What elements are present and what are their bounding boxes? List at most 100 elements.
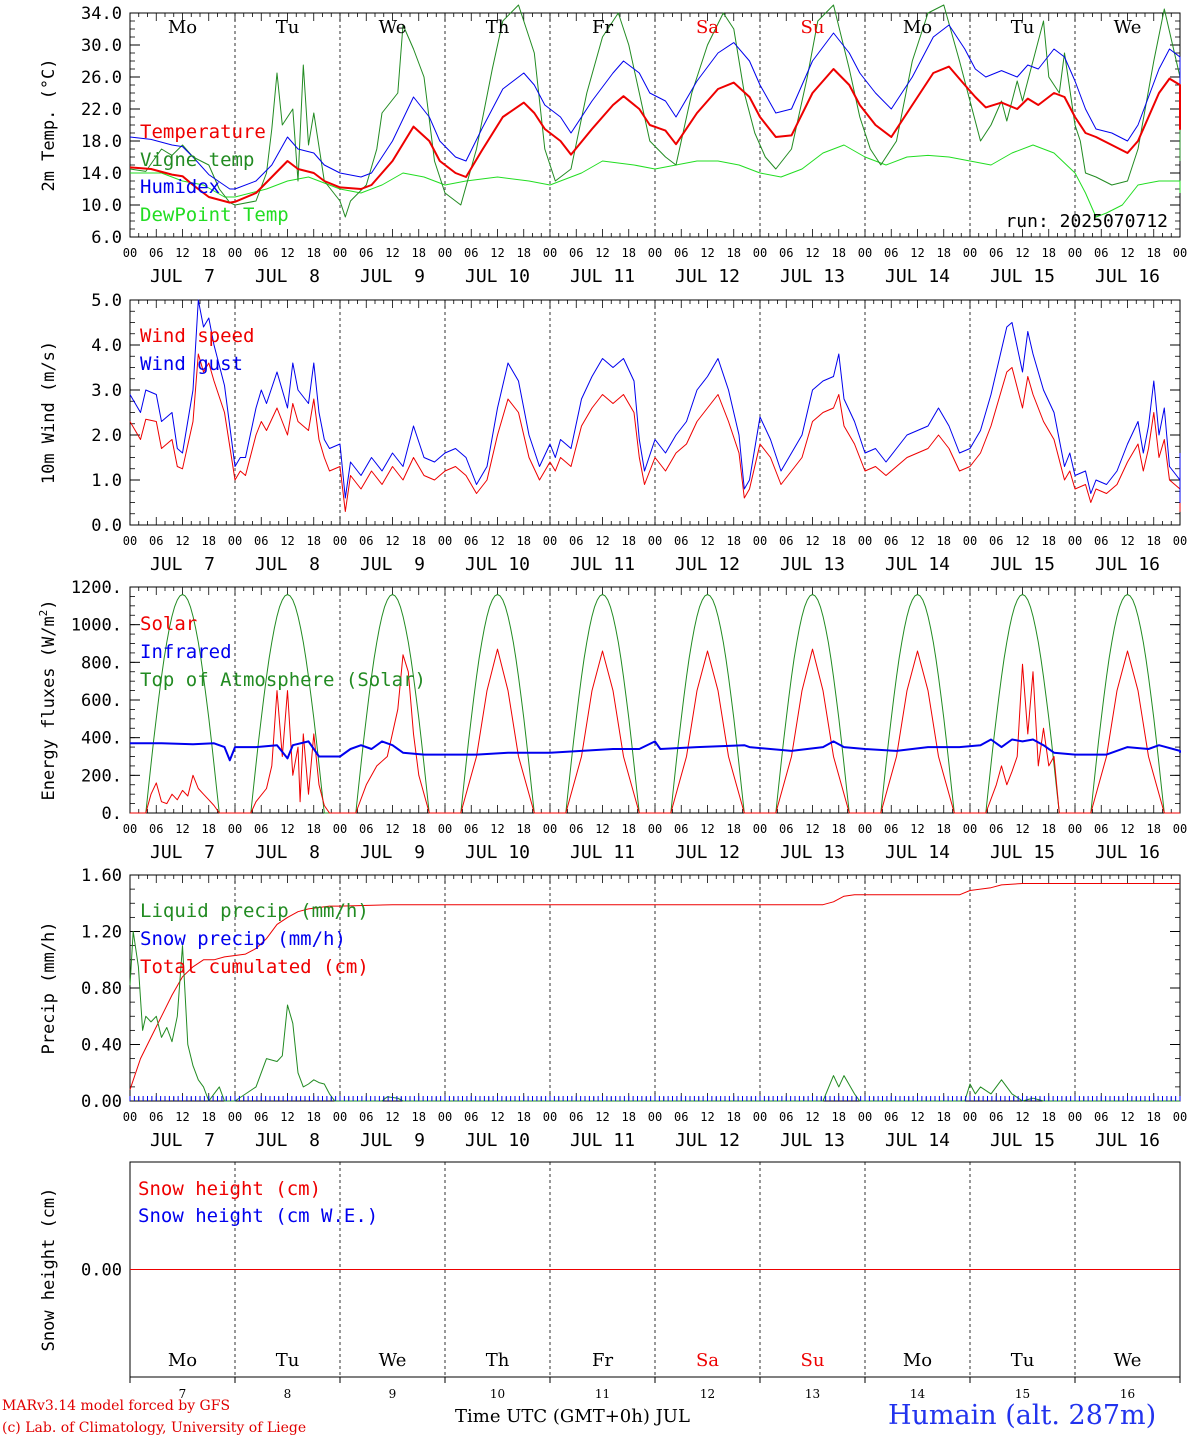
x-hour-label: 18 xyxy=(517,1110,531,1124)
x-hour-label: 00 xyxy=(753,534,767,548)
x-hour-label: 12 xyxy=(805,534,819,548)
x-hour-label: 06 xyxy=(149,1110,163,1124)
x-hour-label: 00 xyxy=(333,246,347,260)
x-hour-label: 00 xyxy=(438,822,452,836)
y-tick-label: 6.0 xyxy=(91,228,122,248)
x-date-label: JUL 12 xyxy=(675,554,740,575)
x-hour-label: 18 xyxy=(202,1110,216,1124)
y-axis-label: 2m Temp. (°C) xyxy=(39,58,59,191)
x-hour-label: 12 xyxy=(805,1110,819,1124)
x-hour-label: 18 xyxy=(1147,822,1161,836)
x-hour-label: 18 xyxy=(832,1110,846,1124)
x-date-label: JUL 16 xyxy=(1095,842,1160,863)
x-hour-label: 06 xyxy=(989,246,1003,260)
x-hour-label: 06 xyxy=(1094,246,1108,260)
x-hour-label: 00 xyxy=(333,1110,347,1124)
x-hour-label: 12 xyxy=(385,822,399,836)
x-hour-label: 18 xyxy=(727,822,741,836)
x-hour-label: 18 xyxy=(202,246,216,260)
x-date-label: JUL 12 xyxy=(675,1130,740,1151)
legend-entry: Wind speed xyxy=(140,325,254,347)
x-hour-label: 12 xyxy=(280,246,294,260)
series-line xyxy=(129,24,1181,190)
x-hour-label: 06 xyxy=(1094,1110,1108,1124)
x-hour-label: 18 xyxy=(727,246,741,260)
x-hour-label: 18 xyxy=(307,534,321,548)
x-hour-label: 18 xyxy=(202,534,216,548)
x-hour-label: 00 xyxy=(333,534,347,548)
weekday-label-top: Mo xyxy=(168,17,197,38)
snow-precip-ticks xyxy=(129,1096,1181,1101)
x-date-label: JUL 8 xyxy=(255,1130,320,1151)
x-hour-label: 12 xyxy=(280,534,294,548)
x-hour-label: 06 xyxy=(569,534,583,548)
x-date-label: JUL 16 xyxy=(1095,266,1160,287)
y-tick-label: 10.0 xyxy=(81,196,122,216)
x-hour-label: 12 xyxy=(175,534,189,548)
x-hour-label: 12 xyxy=(595,534,609,548)
x-hour-label: 06 xyxy=(464,534,478,548)
x-hour-label: 12 xyxy=(1120,246,1134,260)
x-day-number: 7 xyxy=(179,1387,187,1401)
x-hour-label: 06 xyxy=(359,246,373,260)
y-tick-label: 0.00 xyxy=(81,1092,122,1112)
weekday-label-top: Fr xyxy=(592,17,613,38)
x-date-label: JUL 11 xyxy=(570,1130,635,1151)
x-date-label: JUL 13 xyxy=(780,1130,845,1151)
y-tick-label: 0.0 xyxy=(91,516,122,536)
y-tick-label: 0.00 xyxy=(81,1261,122,1281)
x-hour-label: 18 xyxy=(832,822,846,836)
credit-model: MARv3.14 model forced by GFS xyxy=(2,1398,231,1414)
x-hour-label: 00 xyxy=(543,1110,557,1124)
x-hour-label: 00 xyxy=(648,1110,662,1124)
x-hour-label: 06 xyxy=(254,822,268,836)
x-hour-label: 18 xyxy=(517,822,531,836)
x-hour-label: 18 xyxy=(832,246,846,260)
station-name: Humain (alt. 287m) xyxy=(888,1400,1157,1431)
x-date-label: JUL 15 xyxy=(990,1130,1055,1151)
y-axis-label: Snow height (cm) xyxy=(39,1188,59,1352)
x-hour-label: 12 xyxy=(385,1110,399,1124)
x-day-number: 8 xyxy=(284,1387,292,1401)
y-axis-label: Energy fluxes (W/m2) xyxy=(37,599,59,800)
x-date-label: JUL 10 xyxy=(465,842,530,863)
x-date-label: JUL 11 xyxy=(570,554,635,575)
x-date-label: JUL 8 xyxy=(255,842,320,863)
run-label: run: 2025070712 xyxy=(1005,211,1168,232)
y-tick-label: 1.20 xyxy=(81,923,122,943)
x-hour-label: 00 xyxy=(1068,246,1082,260)
x-hour-label: 12 xyxy=(1015,1110,1029,1124)
x-date-label: JUL 15 xyxy=(990,554,1055,575)
credit-lab: (c) Lab. of Climatology, University of L… xyxy=(2,1420,307,1436)
x-hour-label: 12 xyxy=(280,1110,294,1124)
x-day-number: 15 xyxy=(1015,1387,1030,1401)
x-hour-label: 00 xyxy=(123,1110,137,1124)
x-hour-label: 12 xyxy=(1120,822,1134,836)
x-hour-label: 18 xyxy=(1147,534,1161,548)
weekday-label-top: Su xyxy=(801,17,825,38)
x-hour-label: 12 xyxy=(910,534,924,548)
x-hour-label: 00 xyxy=(228,534,242,548)
x-hour-label: 18 xyxy=(412,822,426,836)
x-day-number: 11 xyxy=(595,1387,610,1401)
x-hour-label: 18 xyxy=(517,246,531,260)
x-hour-label: 18 xyxy=(1147,1110,1161,1124)
x-date-label: JUL 10 xyxy=(465,1130,530,1151)
y-tick-label: 800. xyxy=(81,653,122,673)
x-hour-label: 18 xyxy=(832,534,846,548)
x-day-number: 14 xyxy=(910,1387,926,1401)
legend-entry: Snow precip (mm/h) xyxy=(140,928,346,950)
y-tick-label: 0.40 xyxy=(81,1036,122,1056)
x-hour-label: 12 xyxy=(490,534,504,548)
x-hour-label: 12 xyxy=(385,534,399,548)
weekday-label-bottom: We xyxy=(1114,1350,1142,1371)
x-hour-label: 18 xyxy=(1147,246,1161,260)
legend-entry: Humidex xyxy=(140,176,220,198)
x-hour-label: 12 xyxy=(1015,822,1029,836)
x-hour-label: 06 xyxy=(149,534,163,548)
x-hour-label: 06 xyxy=(569,1110,583,1124)
x-day-number: 10 xyxy=(490,1387,505,1401)
weekday-label-bottom: Mo xyxy=(903,1350,932,1371)
x-date-label: JUL 8 xyxy=(255,266,320,287)
x-hour-label: 06 xyxy=(779,246,793,260)
